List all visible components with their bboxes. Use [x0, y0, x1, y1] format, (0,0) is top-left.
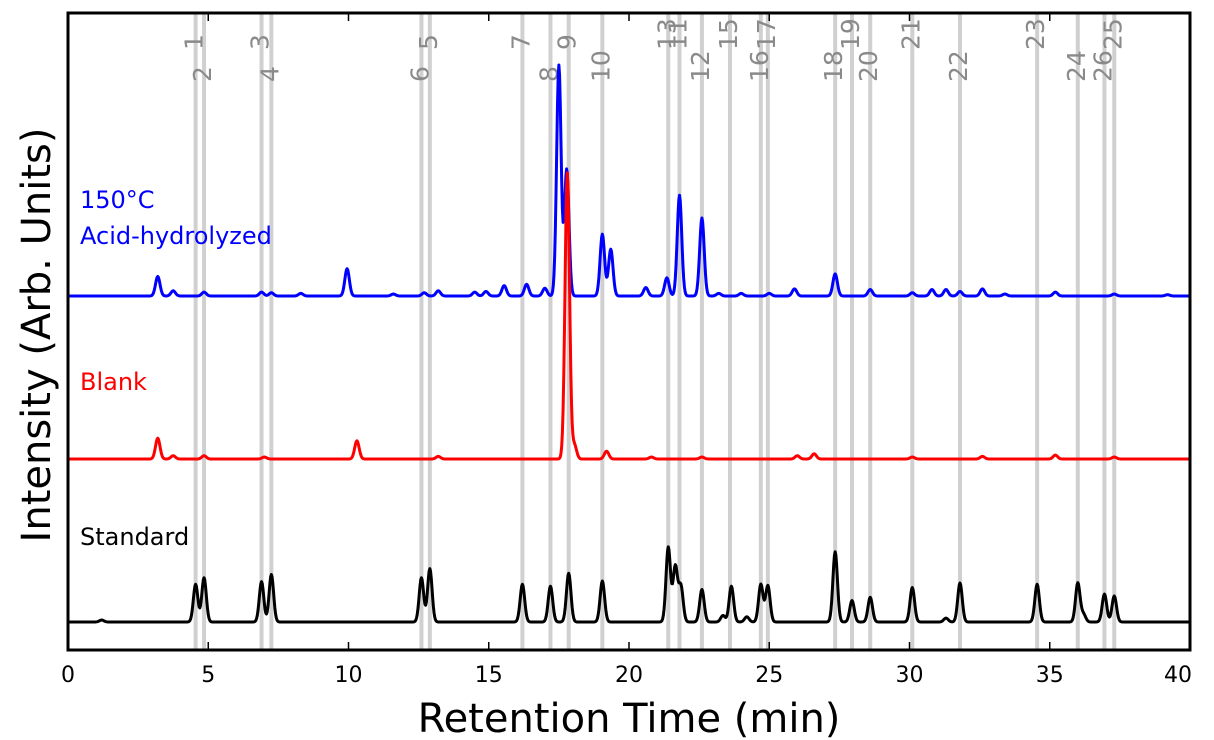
peak-label: 8 — [534, 66, 563, 82]
peak-label: 11 — [663, 18, 692, 50]
peak-label: 15 — [714, 18, 743, 50]
series-labels: 150°C Acid-hydrolyzed Blank Standard — [80, 186, 272, 551]
x-tick-label: 0 — [61, 663, 75, 688]
series-line-0 — [67, 63, 1191, 298]
x-tick-label: 40 — [1164, 663, 1192, 688]
y-axis-title: Intensity (Arb. Units) — [14, 128, 60, 543]
peak-label: 22 — [944, 50, 973, 82]
peak-label: 16 — [745, 50, 774, 82]
peak-label: 6 — [405, 66, 434, 82]
peak-label: 23 — [1021, 18, 1050, 50]
x-tick-label: 20 — [615, 663, 643, 688]
peak-label: 21 — [896, 18, 925, 50]
peak-label: 2 — [188, 66, 217, 82]
peak-label: 26 — [1088, 50, 1117, 82]
x-axis-title: Retention Time (min) — [418, 696, 841, 740]
peak-label: 10 — [586, 50, 615, 82]
x-axis-ticks: 0 5 10 15 20 25 30 35 40 — [61, 13, 1192, 688]
series-line-1 — [67, 171, 1191, 461]
peak-label: 5 — [414, 34, 443, 50]
peak-label: 13 — [652, 18, 681, 50]
series-label: Standard — [80, 523, 189, 551]
peak-label: 17 — [752, 18, 781, 50]
x-tick-label: 15 — [475, 663, 503, 688]
peak-label: 9 — [553, 34, 582, 50]
traces — [67, 63, 1191, 624]
peak-label: 7 — [506, 34, 535, 50]
plot-frame — [66, 11, 1192, 652]
peak-label: 18 — [819, 50, 848, 82]
peak-label: 20 — [854, 50, 883, 82]
peak-label: 25 — [1098, 18, 1127, 50]
x-tick-label: 5 — [201, 663, 215, 688]
x-tick-label: 10 — [335, 663, 363, 688]
peak-label: 24 — [1062, 50, 1091, 82]
peak-label: 1 — [180, 34, 209, 50]
x-tick-label: 25 — [755, 663, 783, 688]
peak-label: 4 — [255, 66, 284, 82]
series-label: Blank — [80, 368, 147, 396]
series-label: Acid-hydrolyzed — [80, 222, 272, 250]
reference-lines — [193, 13, 1117, 650]
x-tick-label: 30 — [896, 663, 924, 688]
series-label: 150°C — [80, 186, 155, 214]
x-tick-label: 35 — [1036, 663, 1064, 688]
peak-label: 19 — [836, 18, 865, 50]
peak-label: 3 — [246, 34, 275, 50]
series-line-2 — [67, 545, 1191, 624]
peak-label: 12 — [686, 50, 715, 82]
